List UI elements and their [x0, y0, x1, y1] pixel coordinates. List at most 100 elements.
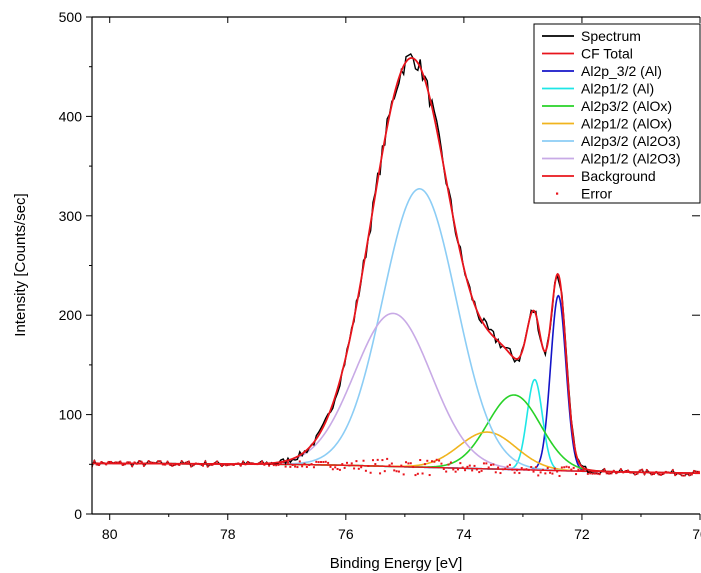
error-point	[119, 460, 122, 463]
error-point	[485, 462, 488, 465]
legend-label: Al2p3/2 (Al2O3)	[581, 133, 681, 149]
error-point	[192, 464, 195, 467]
error-point	[395, 470, 398, 473]
error-point	[142, 464, 145, 467]
error-point	[263, 463, 266, 466]
error-point	[693, 469, 696, 472]
error-point	[622, 471, 625, 474]
error-point	[617, 471, 620, 474]
error-point	[657, 473, 660, 476]
error-point	[400, 464, 403, 467]
error-point	[610, 472, 613, 475]
error-point	[376, 458, 379, 461]
error-point	[282, 461, 285, 464]
x-tick-label: 74	[456, 526, 472, 542]
error-point	[296, 466, 299, 469]
error-point	[286, 461, 289, 464]
error-point	[185, 461, 188, 464]
error-point	[159, 460, 162, 463]
legend-label: Al2p_3/2 (Al)	[581, 63, 662, 79]
error-point	[601, 470, 604, 473]
error-point	[638, 469, 641, 472]
error-point	[667, 471, 670, 474]
error-point	[329, 465, 332, 468]
error-point	[93, 459, 96, 462]
error-point	[615, 472, 618, 475]
error-point	[235, 462, 238, 465]
error-point	[353, 467, 356, 470]
error-point	[605, 472, 608, 475]
error-point	[251, 462, 254, 465]
error-point	[362, 459, 365, 462]
error-point	[686, 472, 689, 475]
error-point	[390, 462, 393, 465]
error-point	[421, 472, 424, 475]
error-point	[180, 460, 183, 463]
error-point	[220, 464, 223, 467]
peak-al2p-3-2-al-	[92, 294, 700, 475]
error-point	[294, 465, 297, 468]
error-point	[563, 466, 566, 469]
error-point	[643, 473, 646, 476]
error-point	[164, 463, 167, 466]
error-point	[480, 469, 483, 472]
error-point	[230, 463, 233, 466]
error-point	[317, 461, 320, 464]
error-point	[492, 463, 495, 466]
error-point	[461, 466, 464, 469]
error-point	[596, 472, 599, 475]
error-point	[487, 466, 490, 469]
error-point	[629, 471, 632, 474]
error-point	[567, 466, 570, 469]
error-point	[428, 474, 431, 477]
error-point	[466, 465, 469, 468]
error-point	[619, 468, 622, 471]
error-point	[459, 462, 462, 465]
error-point	[183, 462, 186, 465]
error-point	[664, 470, 667, 473]
error-point	[409, 462, 412, 465]
error-point	[660, 473, 663, 476]
error-point	[435, 458, 438, 461]
error-point	[681, 474, 684, 477]
error-point	[506, 465, 509, 468]
error-point	[490, 463, 493, 466]
legend-item: Al2p1/2 (AlOx)	[542, 116, 672, 132]
error-point	[355, 460, 358, 463]
error-point	[674, 474, 677, 477]
error-point	[511, 468, 514, 471]
error-point	[298, 460, 301, 463]
error-point	[655, 470, 658, 473]
error-point	[114, 461, 117, 464]
error-point	[265, 462, 268, 464]
error-point	[593, 472, 596, 475]
error-point	[475, 468, 478, 471]
error-point	[431, 460, 434, 463]
legend-item: Al2p3/2 (AlOx)	[542, 98, 672, 114]
x-tick-label: 80	[102, 526, 118, 542]
error-series	[92, 457, 700, 477]
error-point	[534, 466, 537, 469]
legend-swatch	[556, 192, 559, 195]
error-point	[586, 472, 589, 475]
error-point	[336, 467, 339, 470]
error-point	[523, 468, 526, 471]
legend-item: Background	[542, 168, 656, 184]
axes: 0 100 200 300 400 500 80 78 76 74 72 70	[59, 9, 701, 542]
error-point	[612, 469, 615, 472]
error-point	[636, 472, 639, 475]
y-tick-label: 400	[59, 108, 83, 124]
error-point	[456, 468, 459, 471]
error-point	[209, 463, 212, 466]
error-point	[527, 468, 530, 471]
error-point	[575, 473, 578, 476]
error-point	[641, 468, 644, 471]
legend-item: Al2p3/2 (Al2O3)	[542, 133, 681, 149]
error-point	[145, 462, 148, 465]
error-point	[520, 467, 523, 470]
error-point	[405, 461, 408, 464]
error-point	[631, 471, 634, 474]
error-point	[525, 468, 528, 471]
error-point	[249, 462, 252, 465]
